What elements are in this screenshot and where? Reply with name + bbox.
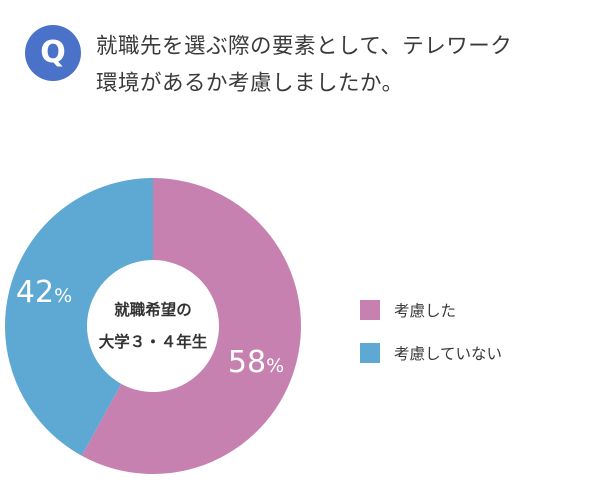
donut-slice-considered [81,178,301,474]
question-line-1: 就職先を選ぶ際の要素として、テレワーク [96,34,513,59]
center-label-line-1: 就職希望の [114,301,192,319]
legend-swatch-not-considered [360,343,380,363]
question-title: 就職先を選ぶ際の要素として、テレワーク 環境があるか考慮しましたか。 [96,28,601,102]
slice-label-not-considered: 42% [16,275,72,310]
question-line-2: 環境があるか考慮しましたか。 [96,71,404,96]
slice-label-considered: 58% [228,345,284,380]
legend-item-considered: 考慮した [360,298,502,322]
donut-center-label: 就職希望の 大学３・４年生 [89,294,217,358]
donut-slice-not-considered [4,178,154,456]
legend-swatch-considered [360,300,380,320]
legend-item-not-considered: 考慮していない [360,341,502,365]
question-badge: Q [25,25,81,81]
legend-label-not-considered: 考慮していない [394,345,503,363]
center-label-line-2: 大学３・４年生 [98,333,208,351]
legend-label-considered: 考慮した [394,302,457,320]
chart-legend: 考慮した 考慮していない [360,298,502,384]
